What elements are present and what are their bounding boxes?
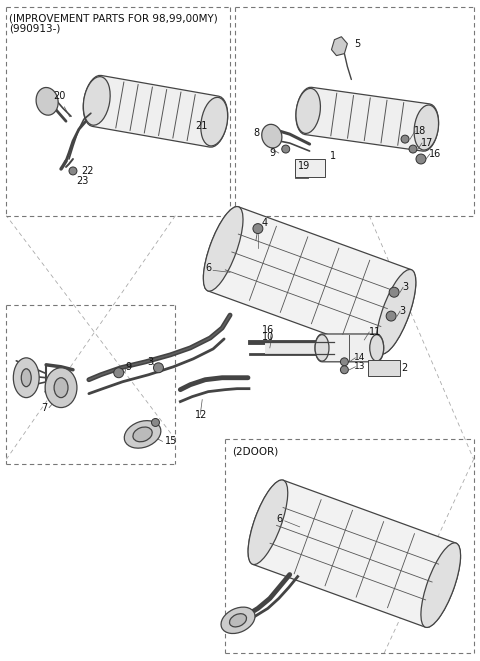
Ellipse shape [376,270,416,354]
Text: 16: 16 [429,149,441,159]
Circle shape [416,154,426,164]
Polygon shape [248,480,460,627]
Text: (IMPROVEMENT PARTS FOR 98,99,00MY): (IMPROVEMENT PARTS FOR 98,99,00MY) [9,14,218,24]
Ellipse shape [414,105,439,150]
Polygon shape [83,75,228,147]
Circle shape [282,145,290,153]
Polygon shape [265,342,335,354]
Ellipse shape [21,369,31,387]
Ellipse shape [13,358,39,398]
Ellipse shape [229,613,247,627]
Ellipse shape [124,420,161,448]
Circle shape [386,311,396,321]
Text: 7: 7 [41,403,48,412]
Ellipse shape [84,77,110,125]
Circle shape [389,288,399,297]
Text: 3: 3 [147,357,154,367]
Ellipse shape [45,368,77,408]
Text: (990913-): (990913-) [9,24,60,34]
Text: 9: 9 [126,362,132,371]
Text: 3: 3 [402,282,408,292]
Circle shape [154,363,164,373]
Circle shape [409,145,417,153]
Text: 15: 15 [166,436,178,446]
Ellipse shape [54,377,68,398]
Ellipse shape [248,480,288,564]
Text: 18: 18 [414,126,426,136]
Ellipse shape [36,87,58,115]
Circle shape [69,167,77,175]
Ellipse shape [201,97,228,146]
Text: 13: 13 [354,362,366,371]
Circle shape [253,223,263,233]
Text: 6: 6 [277,514,283,524]
Ellipse shape [133,427,152,442]
Text: 8: 8 [253,128,259,138]
Ellipse shape [296,89,321,134]
Text: 5: 5 [354,39,360,49]
Circle shape [340,358,348,366]
Polygon shape [296,87,439,151]
Text: 17: 17 [421,138,433,148]
Text: 11: 11 [369,327,382,337]
Text: (2DOOR): (2DOOR) [232,446,278,456]
Ellipse shape [315,334,329,361]
Text: 19: 19 [298,161,310,171]
Text: 22: 22 [81,166,94,176]
Circle shape [340,366,348,373]
Text: 9: 9 [270,148,276,158]
Text: 4: 4 [262,217,268,227]
Polygon shape [204,207,416,354]
Polygon shape [332,37,348,56]
Text: 2: 2 [401,363,408,373]
Ellipse shape [204,206,243,291]
Text: 6: 6 [205,263,211,274]
Circle shape [152,418,159,426]
Ellipse shape [421,543,461,627]
Text: 16: 16 [262,325,274,335]
Text: 20: 20 [53,91,65,101]
FancyBboxPatch shape [368,360,400,375]
Ellipse shape [370,334,384,361]
Ellipse shape [221,607,255,633]
Circle shape [114,368,124,377]
Text: 1: 1 [329,151,336,161]
Text: 12: 12 [195,410,208,420]
Text: 23: 23 [76,176,88,186]
Polygon shape [315,334,384,362]
Ellipse shape [262,124,282,148]
Text: 10: 10 [262,332,274,342]
Circle shape [401,135,409,143]
Text: 21: 21 [195,121,208,131]
Text: 3: 3 [399,306,405,316]
FancyBboxPatch shape [295,159,324,177]
Text: 14: 14 [354,354,366,362]
